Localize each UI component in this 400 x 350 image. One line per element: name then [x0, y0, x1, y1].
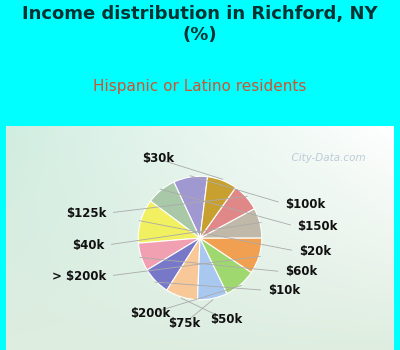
Wedge shape — [200, 177, 236, 238]
Text: $50k: $50k — [210, 313, 242, 326]
Text: $200k: $200k — [130, 307, 171, 320]
Text: $40k: $40k — [72, 239, 104, 252]
Text: $150k: $150k — [298, 220, 338, 233]
Wedge shape — [198, 238, 227, 300]
Text: > $200k: > $200k — [52, 270, 106, 283]
Text: $30k: $30k — [142, 153, 174, 166]
Text: Hispanic or Latino residents: Hispanic or Latino residents — [93, 79, 307, 94]
Text: Income distribution in Richford, NY
(%): Income distribution in Richford, NY (%) — [22, 5, 378, 44]
Wedge shape — [174, 176, 208, 238]
Text: $75k: $75k — [168, 317, 201, 330]
Wedge shape — [200, 238, 262, 272]
Text: $100k: $100k — [285, 197, 326, 211]
Wedge shape — [138, 238, 200, 270]
Text: $20k: $20k — [299, 245, 331, 258]
Text: $125k: $125k — [66, 207, 106, 220]
Wedge shape — [150, 182, 200, 238]
Wedge shape — [167, 238, 200, 300]
Wedge shape — [200, 188, 254, 238]
Wedge shape — [200, 209, 262, 238]
Wedge shape — [147, 238, 200, 290]
Wedge shape — [138, 201, 200, 243]
Text: City-Data.com: City-Data.com — [285, 153, 366, 163]
Text: $10k: $10k — [268, 284, 300, 297]
Text: $60k: $60k — [285, 265, 318, 279]
Wedge shape — [200, 238, 251, 294]
